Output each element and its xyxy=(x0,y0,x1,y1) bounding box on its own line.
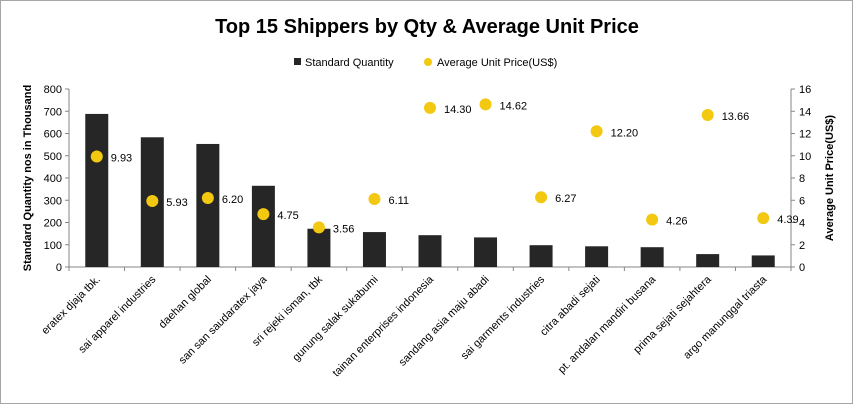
y-tick-label: 200 xyxy=(44,218,62,230)
point-unit-price xyxy=(146,195,159,208)
point-unit-price xyxy=(590,125,603,138)
y2-axis-ticks: 0 2 4 6 8 10 12 14 16 xyxy=(799,84,811,274)
points: 9.93 5.93 6.20 4.75 3.56 6.11 14.30 14.62 6.27 12… xyxy=(90,98,799,235)
point-unit-price xyxy=(646,213,659,226)
y2-tick-label: 16 xyxy=(799,84,811,96)
bar-standard-quantity xyxy=(307,228,331,267)
data-label-unit-price: 4.39 xyxy=(777,214,798,226)
y-tick-label: 300 xyxy=(44,195,62,207)
data-label-unit-price: 14.30 xyxy=(444,104,472,116)
y2-tick-label: 4 xyxy=(799,218,805,230)
category-labels: eratex djaja tbk.sai apparel industriesd… xyxy=(39,273,769,379)
y2-tick-label: 2 xyxy=(799,240,805,252)
point-unit-price xyxy=(535,191,548,204)
data-label-unit-price: 4.75 xyxy=(277,210,298,222)
legend-swatch-quantity xyxy=(294,58,301,65)
bar-standard-quantity xyxy=(585,246,609,267)
point-unit-price xyxy=(201,192,214,205)
point-unit-price xyxy=(368,193,381,206)
data-label-unit-price: 13.66 xyxy=(722,111,750,123)
bar-standard-quantity xyxy=(640,247,664,267)
y-tick-label: 0 xyxy=(56,262,62,274)
category-label: sandang asia maju abadi xyxy=(397,274,492,369)
y2-tick-label: 6 xyxy=(799,195,805,207)
y-tick-label: 100 xyxy=(44,240,62,252)
data-label-unit-price: 6.11 xyxy=(388,195,409,207)
legend-swatch-price xyxy=(424,58,432,66)
bar-standard-quantity xyxy=(362,232,386,267)
category-label: eratex djaja tbk. xyxy=(39,274,102,337)
y-tick-label: 800 xyxy=(44,84,62,96)
y2-axis-title: Average Unit Price(US$) xyxy=(824,115,836,241)
y-tick-label: 500 xyxy=(44,151,62,163)
data-label-unit-price: 14.62 xyxy=(500,100,528,112)
y-axis-ticks: 0 100 200 300 400 500 600 700 800 xyxy=(44,84,62,274)
point-unit-price xyxy=(701,109,714,122)
point-unit-price xyxy=(90,150,103,163)
data-label-unit-price: 3.56 xyxy=(333,223,354,235)
data-label-unit-price: 6.27 xyxy=(555,193,576,205)
data-label-unit-price: 4.26 xyxy=(666,216,687,228)
data-label-unit-price: 9.93 xyxy=(111,153,132,165)
category-label: tainan enterprises indonesia xyxy=(330,273,436,379)
y-tick-label: 700 xyxy=(44,106,62,118)
bar-standard-quantity xyxy=(474,237,498,267)
bar-standard-quantity xyxy=(251,185,275,267)
point-unit-price xyxy=(257,208,270,221)
bar-standard-quantity xyxy=(196,143,220,267)
data-label-unit-price: 6.20 xyxy=(222,194,243,206)
y-tick-label: 400 xyxy=(44,173,62,185)
y2-tick-label: 10 xyxy=(799,151,811,163)
data-label-unit-price: 12.20 xyxy=(611,127,639,139)
point-unit-price xyxy=(757,212,770,225)
y2-tick-label: 8 xyxy=(799,173,805,185)
legend-label-quantity: Standard Quantity xyxy=(305,57,394,69)
y2-tick-label: 12 xyxy=(799,129,811,141)
bar-standard-quantity xyxy=(85,113,109,267)
point-unit-price xyxy=(479,98,492,111)
data-label-unit-price: 5.93 xyxy=(166,197,187,209)
bar-standard-quantity xyxy=(529,245,553,267)
legend: Standard Quantity Average Unit Price(US$… xyxy=(294,57,557,69)
y-axis-title: Standard Quantity nos in Thousand xyxy=(22,85,34,271)
point-unit-price xyxy=(424,101,436,114)
bars xyxy=(85,113,775,267)
legend-label-price: Average Unit Price(US$) xyxy=(437,57,557,69)
bar-standard-quantity xyxy=(418,235,442,267)
bar-standard-quantity xyxy=(751,255,775,267)
point-unit-price xyxy=(312,221,325,234)
category-label: daehan global xyxy=(157,274,214,331)
chart-title: Top 15 Shippers by Qty & Average Unit Pr… xyxy=(215,16,639,38)
y-tick-label: 600 xyxy=(44,129,62,141)
bar-standard-quantity xyxy=(696,254,720,267)
y2-tick-label: 0 xyxy=(799,262,805,274)
category-label: pt. andalan mandiri busana xyxy=(556,273,659,376)
y2-tick-label: 14 xyxy=(799,106,811,118)
category-label: citra abadi sejati xyxy=(538,274,603,339)
